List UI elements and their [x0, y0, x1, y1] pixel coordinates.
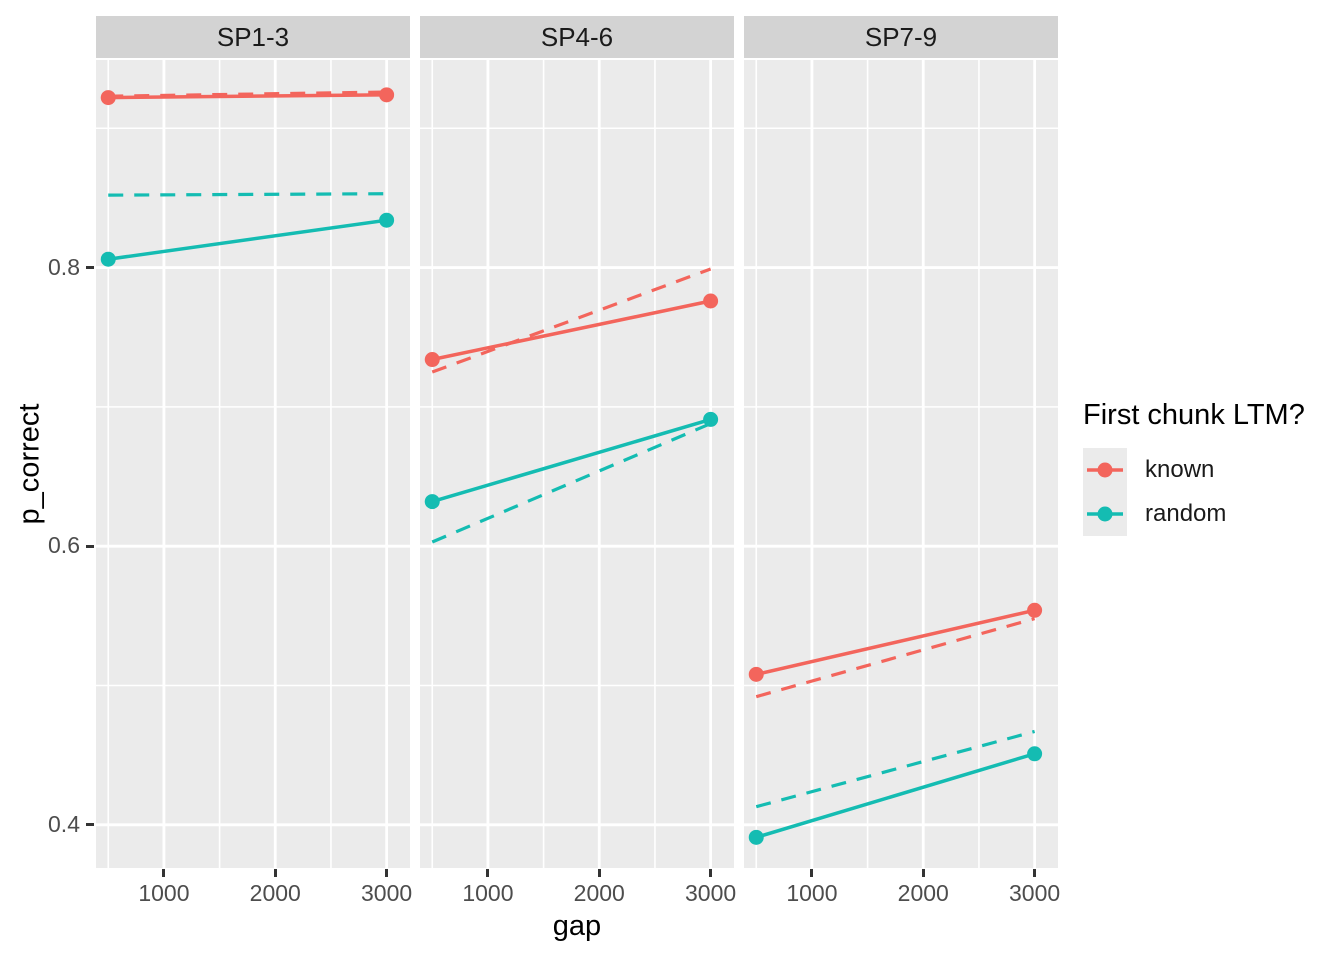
series-line-known-solid: [431, 299, 711, 362]
legend-key-known: known: [1083, 448, 1305, 492]
data-point-random: [703, 411, 719, 427]
facet-strip: SP7-9: [744, 16, 1058, 58]
series-line-known-solid: [755, 608, 1036, 677]
y-tick-mark: [86, 544, 94, 548]
facet-sp7-9: SP7-9: [744, 16, 1058, 868]
facet-sp1-3: SP1-3: [96, 16, 410, 868]
x-tick-mark: [810, 869, 814, 877]
x-tick-label: 1000: [138, 880, 190, 906]
data-point-known: [1027, 602, 1043, 618]
data-point-random: [424, 494, 440, 510]
series-line-known-solid: [108, 93, 387, 100]
y-tick-mark: [86, 823, 94, 827]
facet-sp4-6: SP4-6: [420, 16, 734, 868]
series-line-random-solid: [108, 218, 387, 261]
series-line-known-dashed: [431, 267, 712, 374]
facet-panel: [420, 60, 734, 868]
data-point-known: [100, 90, 116, 106]
x-tick-label: 3000: [361, 880, 413, 906]
data-point-random: [748, 829, 764, 845]
series-line-random-solid: [755, 752, 1036, 840]
legend-key-swatch-known: [1083, 448, 1127, 492]
data-point-known: [424, 352, 440, 368]
facet-panel: [744, 60, 1058, 868]
facets-row: SP1-3 SP4-6 SP7-9: [96, 16, 1058, 868]
x-tick-label: 1000: [462, 880, 514, 906]
facet-strip-label: SP7-9: [864, 21, 938, 52]
y-tick-label: 0.8: [48, 253, 80, 280]
x-tick-mark: [273, 869, 277, 877]
legend-keys: known random: [1083, 448, 1305, 536]
data-point-known: [379, 87, 395, 103]
data-point-known: [748, 666, 764, 682]
facet-panel: [96, 60, 410, 868]
series-line-known-dashed: [755, 617, 1036, 699]
x-tick-label: 2000: [249, 880, 301, 906]
x-tick-label: 2000: [897, 880, 949, 906]
series-line-random-solid: [431, 417, 712, 504]
x-tick-label: 3000: [685, 880, 737, 906]
x-tick-mark: [385, 869, 389, 877]
x-tick-mark: [597, 869, 601, 877]
y-axis-title: p_correct: [13, 403, 46, 525]
y-tick-mark: [86, 266, 94, 270]
legend: First chunk LTM? known random: [1083, 399, 1305, 536]
x-tick-label: 2000: [573, 880, 625, 906]
y-tick-label: 0.6: [48, 532, 80, 559]
x-tick-label: 3000: [1009, 880, 1061, 906]
x-tick-mark: [486, 869, 490, 877]
facet-strip: SP1-3: [96, 16, 410, 58]
x-tick-mark: [709, 869, 713, 877]
x-tick-mark: [921, 869, 925, 877]
legend-key-swatch-random: [1083, 492, 1127, 536]
data-point-random: [379, 212, 395, 228]
series-line-known-dashed: [108, 90, 387, 98]
x-axis-title: gap: [552, 910, 602, 942]
data-point-random: [1027, 746, 1043, 762]
legend-key-label: known: [1145, 456, 1215, 483]
y-tick-label: 0.4: [48, 810, 80, 837]
x-tick-label: 1000: [786, 880, 838, 906]
legend-key-random: random: [1083, 492, 1305, 536]
facet-strip-label: SP1-3: [216, 21, 290, 52]
x-tick-mark: [1033, 869, 1037, 877]
x-tick-mark: [162, 869, 166, 877]
facet-strip-label: SP4-6: [540, 21, 614, 52]
series-line-random-dashed: [431, 422, 712, 544]
series-line-random-dashed: [108, 192, 387, 197]
facet-strip: SP4-6: [420, 16, 734, 58]
legend-key-label: random: [1145, 500, 1227, 527]
data-point-known: [703, 293, 719, 309]
series-line-random-dashed: [755, 729, 1036, 809]
legend-title: First chunk LTM?: [1083, 399, 1305, 431]
data-point-random: [100, 251, 116, 267]
